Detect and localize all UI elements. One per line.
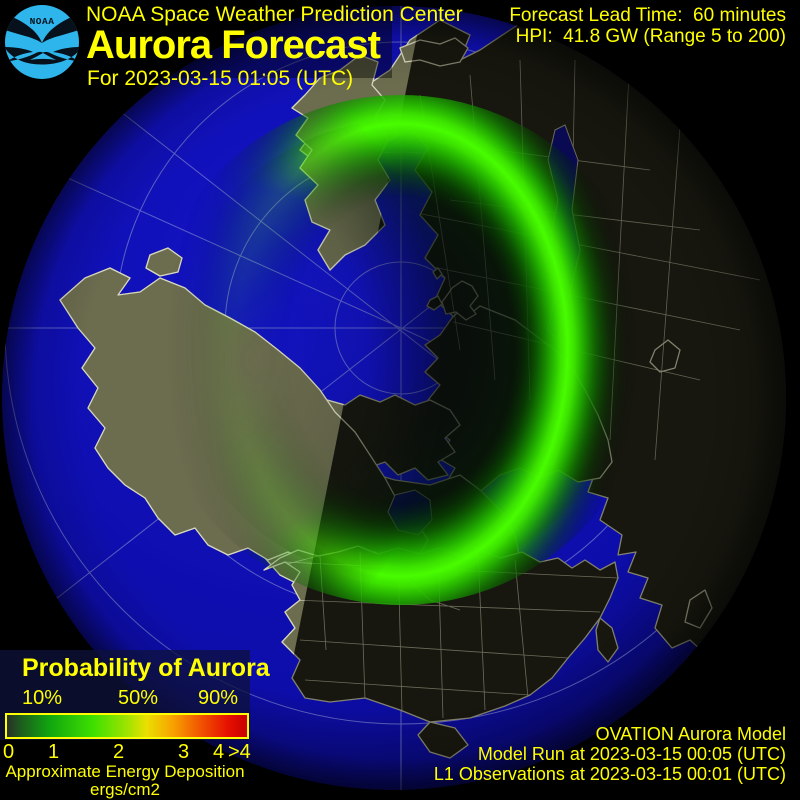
svg-text:NOAA: NOAA (30, 16, 55, 27)
